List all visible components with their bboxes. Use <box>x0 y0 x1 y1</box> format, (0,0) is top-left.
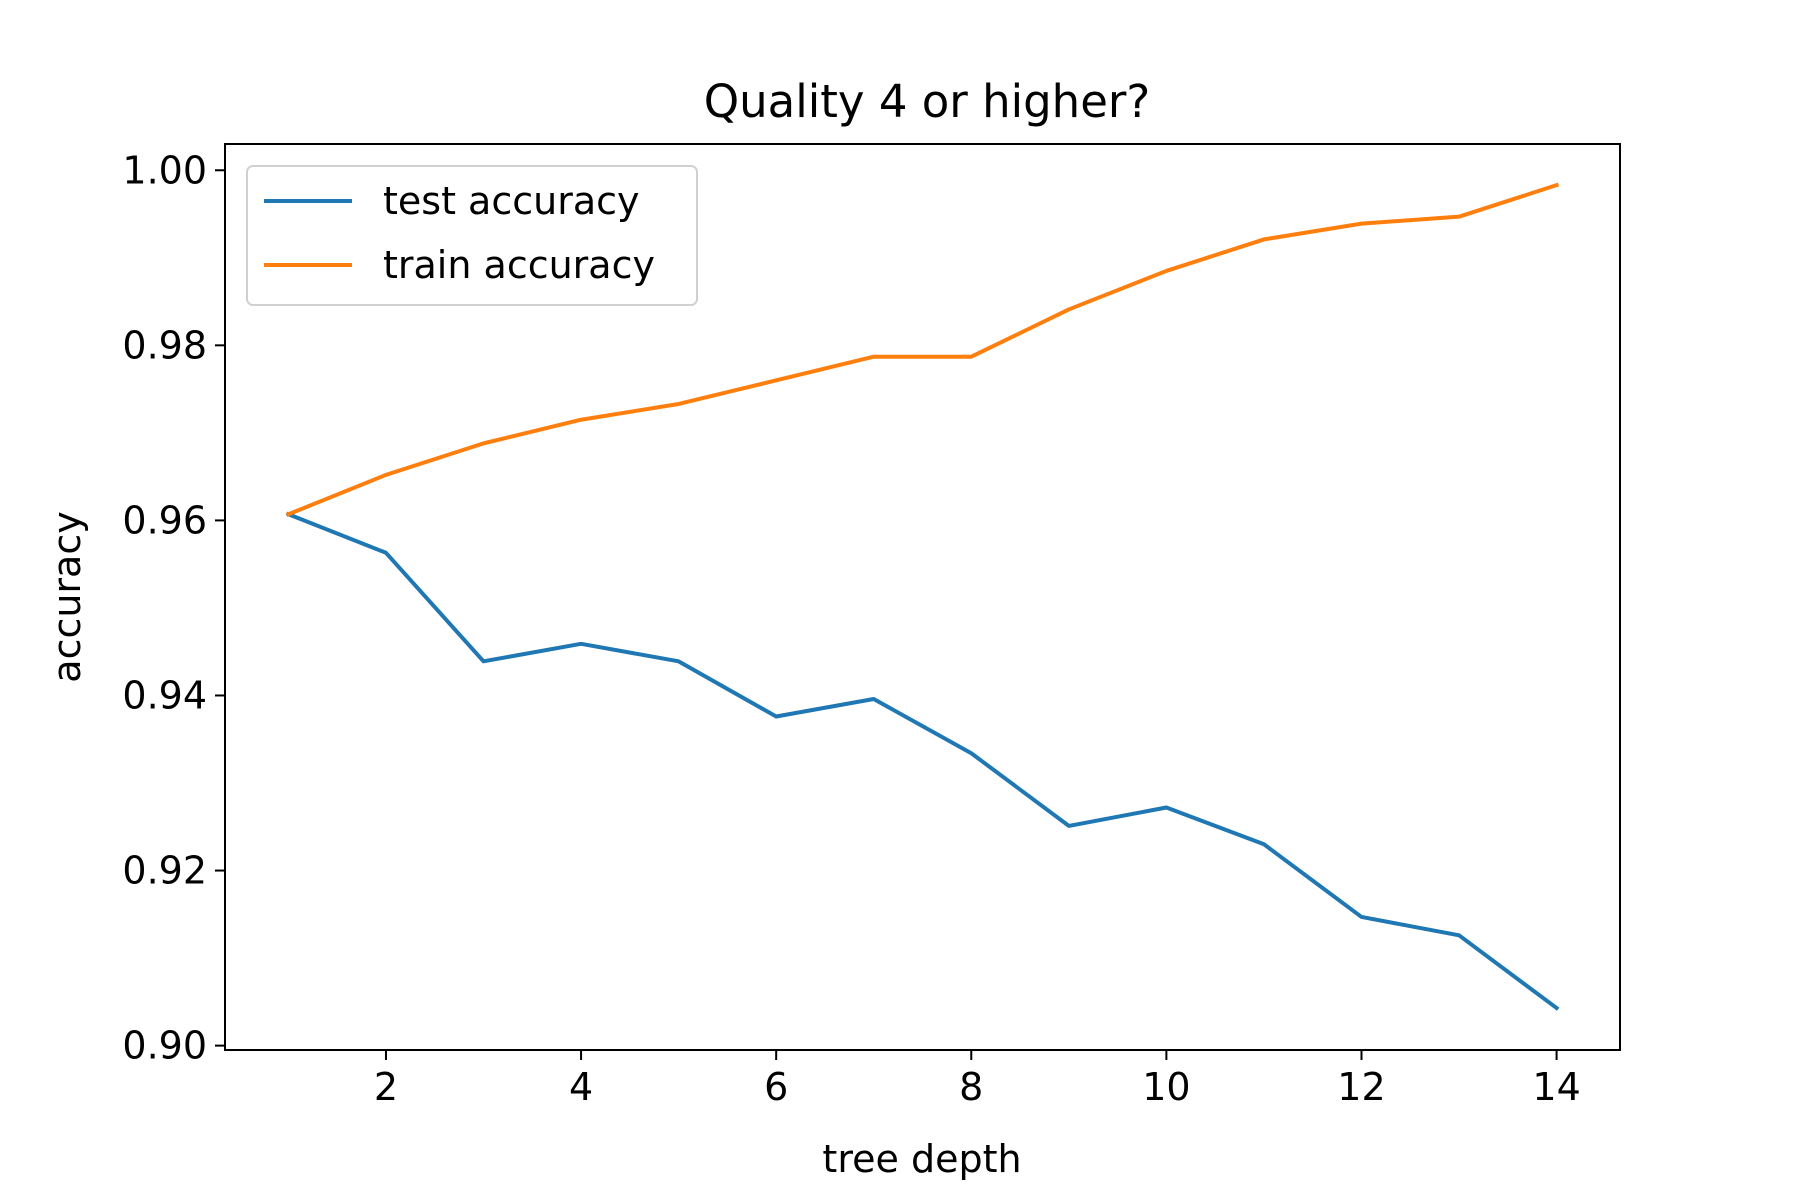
x-tick-label: 14 <box>1532 1065 1580 1109</box>
x-axis-title: tree depth <box>822 1137 1021 1181</box>
y-tick-label: 0.94 <box>122 673 207 717</box>
y-axis: 0.90 0.92 0.94 0.96 0.98 1.00 <box>122 148 225 1068</box>
y-tick-label: 0.90 <box>122 1024 207 1068</box>
y-tick-label: 0.98 <box>122 323 207 367</box>
plot-area-frame <box>224 143 1621 1051</box>
x-tick-label: 6 <box>764 1065 788 1109</box>
series-line-test-accuracy <box>285 511 1560 1011</box>
x-tick-label: 4 <box>569 1065 593 1109</box>
legend-label-train-accuracy: train accuracy <box>383 243 655 287</box>
x-axis: 2 4 6 8 10 12 14 <box>374 1050 1581 1109</box>
legend: test accuracy train accuracy <box>246 165 698 306</box>
legend-label-test-accuracy: test accuracy <box>383 179 640 223</box>
x-tick-label: 8 <box>959 1065 983 1109</box>
x-tick-label: 2 <box>374 1065 398 1109</box>
y-tick-label: 1.00 <box>122 148 207 192</box>
x-tick-label: 12 <box>1337 1065 1385 1109</box>
x-tick-label: 10 <box>1142 1065 1190 1109</box>
series-layer <box>285 182 1560 1011</box>
series-line-train-accuracy <box>285 182 1560 517</box>
y-axis-title: accuracy <box>45 511 89 682</box>
y-tick-label: 0.96 <box>122 498 207 542</box>
y-tick-label: 0.92 <box>122 849 207 893</box>
legend-box <box>246 165 698 306</box>
chart-title: Quality 4 or higher? <box>704 75 1151 128</box>
